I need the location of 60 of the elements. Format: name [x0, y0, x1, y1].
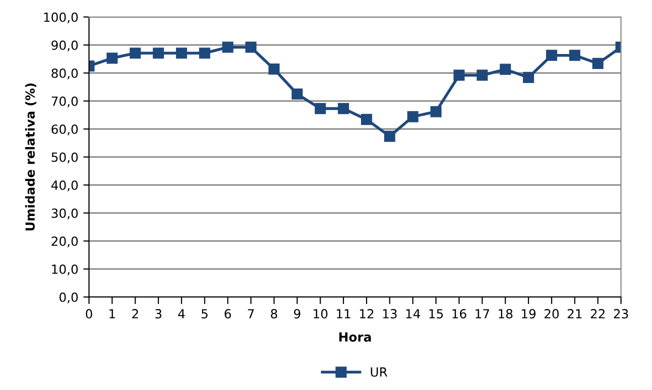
- x-tick-label: 0: [86, 309, 92, 318]
- y-tick-label: 60,0: [52, 124, 78, 136]
- y-tick-label: 10,0: [52, 264, 78, 276]
- x-tick-label: 6: [224, 309, 231, 318]
- legend-label: UR: [370, 367, 388, 377]
- point: [476, 70, 488, 81]
- x-tick-label: 20: [544, 309, 559, 318]
- x-tick-label: 3: [155, 309, 162, 318]
- point: [268, 64, 280, 75]
- x-tick-label: 4: [178, 309, 185, 318]
- x-tick-label: 10: [314, 309, 328, 318]
- point: [361, 114, 372, 126]
- x-tick-label: 7: [248, 309, 254, 318]
- point: [384, 130, 396, 142]
- x-tick-label: 1: [110, 309, 115, 318]
- x-tick-label: 19: [522, 309, 536, 318]
- point: [338, 103, 349, 114]
- point: [522, 72, 534, 84]
- x-tick-label: 14: [406, 309, 420, 318]
- point: [500, 64, 511, 75]
- y-tick-label: 20,0: [52, 236, 78, 248]
- point: [592, 58, 604, 70]
- x-tick-label: 9: [294, 309, 300, 318]
- y-axis-title: Umidade relativa (%): [25, 84, 36, 230]
- point: [430, 106, 442, 118]
- y-tick-label: 100,0: [44, 12, 78, 24]
- point: [176, 48, 188, 59]
- point: [130, 48, 141, 59]
- point: [407, 111, 418, 122]
- x-tick-label: 8: [270, 309, 278, 318]
- point: [152, 48, 164, 59]
- y-tick-label: 30,0: [52, 208, 78, 220]
- x-tick-label: 23: [614, 309, 628, 318]
- x-tick-label: 11: [336, 309, 350, 318]
- x-tick-label: 2: [132, 309, 138, 318]
- x-tick-label: 21: [568, 309, 582, 318]
- x-tick-label: 16: [452, 309, 466, 318]
- y-tick-label: 90,0: [52, 40, 78, 52]
- y-tick-label: 0,0: [60, 292, 78, 304]
- x-tick-label: 18: [498, 309, 512, 318]
- point: [546, 50, 558, 61]
- x-tick-label: 12: [360, 309, 374, 318]
- x-tick-label: 17: [476, 309, 490, 318]
- point: [106, 52, 118, 64]
- y-tick-label: 50,0: [52, 152, 78, 164]
- y-tick-label: 80,0: [52, 68, 78, 80]
- x-tick-label: 15: [429, 309, 443, 318]
- point: [292, 88, 303, 100]
- point: [245, 42, 256, 53]
- x-tick-label: 13: [383, 309, 397, 318]
- x-tick-label: 22: [590, 309, 605, 318]
- point: [222, 42, 234, 53]
- y-tick-label: 70,0: [52, 96, 78, 108]
- point: [314, 103, 326, 114]
- y-tick-label: 40,0: [51, 180, 78, 192]
- point: [199, 48, 210, 59]
- x-axis-title: Hora: [339, 332, 371, 342]
- point: [454, 70, 465, 81]
- point: [569, 50, 580, 61]
- x-tick-label: 5: [202, 309, 208, 318]
